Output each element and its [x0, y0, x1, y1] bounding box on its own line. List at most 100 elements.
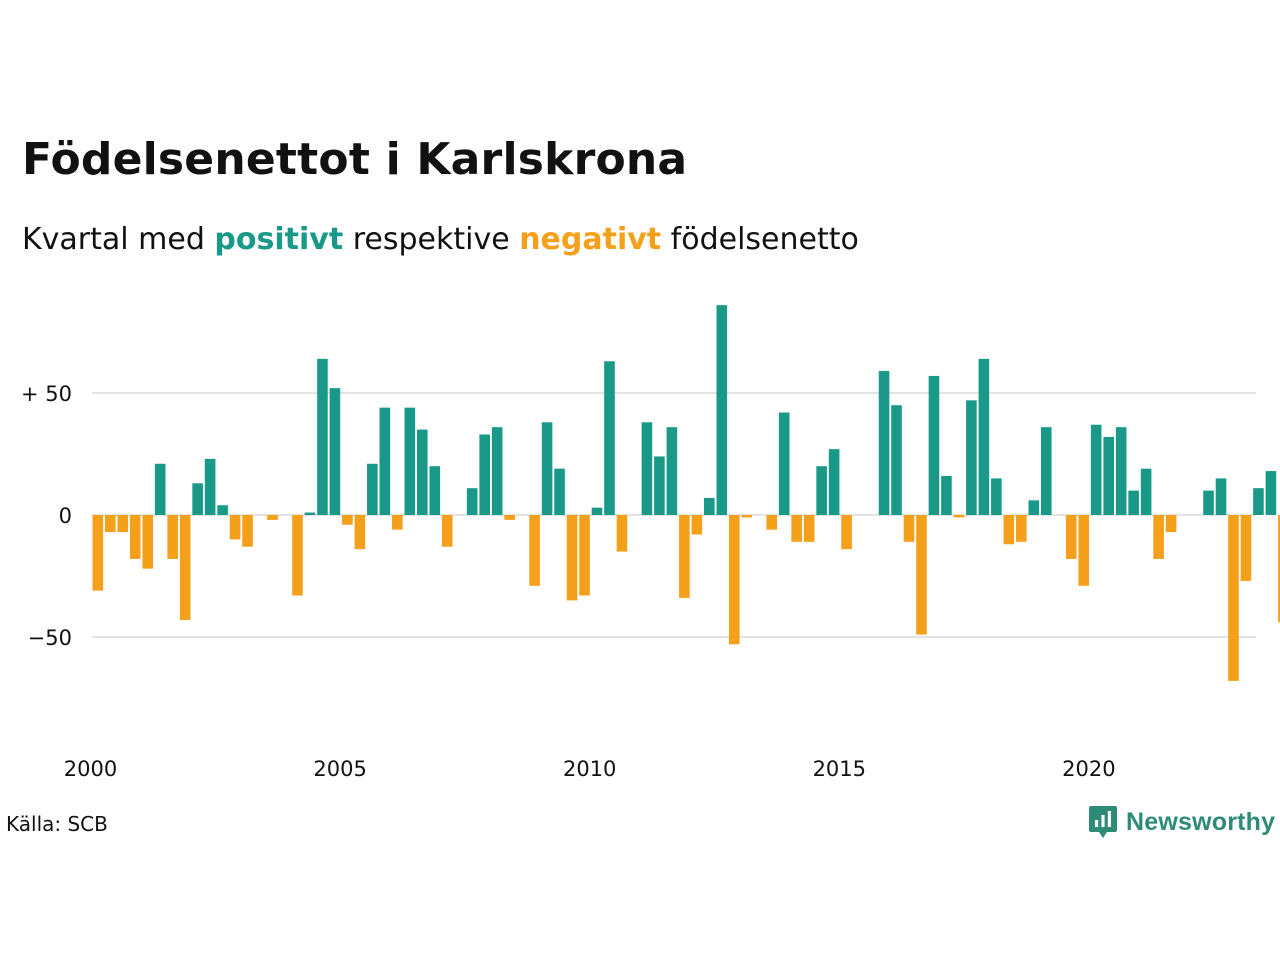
bar [791, 515, 802, 542]
bar [1240, 515, 1252, 581]
x-tick-label: 2005 [313, 757, 366, 781]
subtitle-middle: respektive [343, 222, 520, 257]
subtitle-negative-word: negativt [519, 222, 662, 257]
bar-chart: + 50 0 −50 2000 2005 2010 2015 2020 [21, 305, 1280, 781]
bar [1278, 515, 1280, 623]
bar [728, 515, 740, 645]
bar [267, 515, 278, 520]
bar [229, 515, 241, 540]
bar [778, 412, 790, 515]
bar [491, 427, 503, 515]
bar [304, 512, 316, 515]
bar [142, 515, 154, 569]
bar [704, 497, 715, 515]
bar [379, 407, 391, 515]
bar [891, 405, 902, 515]
y-axis-labels: + 50 0 −50 [21, 382, 72, 650]
bar [641, 422, 653, 515]
bar [966, 400, 977, 515]
subtitle-suffix: födelsenetto [661, 222, 859, 257]
bar [179, 515, 191, 620]
bar [354, 515, 366, 550]
subtitle-positive-word: positivt [214, 222, 344, 257]
bar [92, 515, 104, 591]
bar [392, 515, 403, 530]
bar [1140, 468, 1152, 515]
bar [541, 422, 553, 515]
chart-subtitle: Kvartal med positivt respektive negativt… [22, 222, 859, 257]
bar [416, 429, 428, 515]
bar [429, 466, 441, 515]
bar [1090, 424, 1102, 515]
bar [1040, 427, 1052, 515]
bar [479, 434, 490, 515]
bar [953, 515, 965, 518]
bar [991, 478, 1002, 515]
x-tick-label: 2010 [563, 757, 616, 781]
bar [816, 466, 827, 515]
bar [691, 515, 703, 535]
bar [803, 515, 815, 542]
subtitle-prefix: Kvartal med [22, 222, 215, 257]
bar [828, 449, 840, 515]
chart-title: Födelsenettot i Karlskrona [22, 134, 688, 185]
bar [916, 515, 927, 635]
y-tick-label: + 50 [21, 382, 72, 406]
bar [217, 505, 228, 515]
bar [1153, 515, 1164, 559]
bar [154, 463, 166, 515]
x-tick-label: 2000 [64, 757, 117, 781]
bar [903, 515, 915, 542]
brand-logo: Newsworthy [1088, 804, 1275, 840]
bar [616, 515, 628, 552]
bar [978, 358, 990, 515]
bar [1215, 478, 1227, 515]
x-axis-labels: 2000 2005 2010 2015 2020 [64, 757, 1116, 781]
bar [117, 515, 129, 533]
bar [404, 407, 416, 515]
bar [1078, 515, 1090, 586]
bar [1065, 515, 1077, 559]
bar [441, 515, 453, 547]
bar [167, 515, 178, 559]
bar [1003, 515, 1015, 545]
bars [92, 305, 1280, 681]
bar [1115, 427, 1127, 515]
bar [367, 463, 378, 515]
bar [591, 507, 603, 515]
brand-name: Newsworthy [1126, 807, 1276, 836]
bar [529, 515, 540, 586]
bar [741, 515, 753, 518]
bar [342, 515, 353, 525]
bar [292, 515, 303, 596]
y-tick-label: −50 [28, 626, 72, 650]
bar [766, 515, 778, 530]
bar [1028, 500, 1040, 515]
bar [104, 515, 116, 533]
bar [579, 515, 590, 596]
bar [192, 483, 203, 515]
bar [1103, 436, 1114, 515]
bar [242, 515, 253, 547]
bar [204, 458, 216, 515]
bar [129, 515, 141, 559]
bar [317, 358, 328, 515]
x-tick-label: 2015 [813, 757, 866, 781]
bar [1228, 515, 1239, 681]
bar [679, 515, 690, 598]
bar [466, 488, 478, 515]
bar [654, 456, 665, 515]
x-tick-label: 2020 [1062, 757, 1115, 781]
bar [604, 361, 615, 515]
newsworthy-logo-icon [1089, 806, 1117, 838]
bar [1016, 515, 1027, 542]
bar [566, 515, 578, 601]
bar [928, 375, 940, 515]
bar [504, 515, 515, 520]
bar [666, 427, 678, 515]
bar [841, 515, 852, 550]
y-tick-label: 0 [59, 504, 72, 528]
bar [878, 371, 890, 515]
bar [716, 305, 728, 515]
bar [941, 475, 952, 515]
